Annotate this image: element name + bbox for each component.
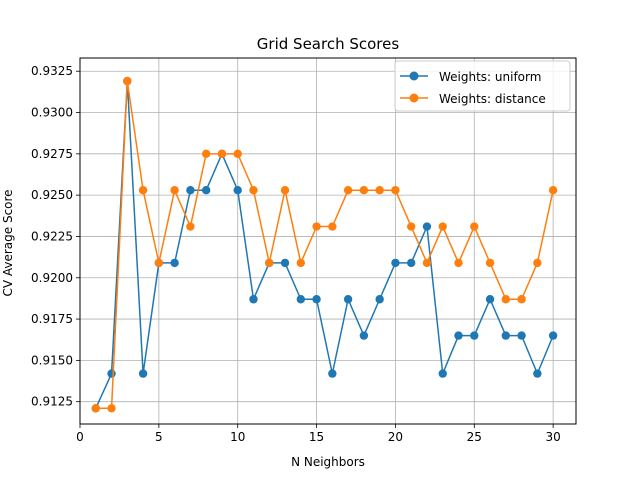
data-point-distance <box>107 404 116 413</box>
data-point-distance <box>375 185 384 195</box>
data-point-uniform <box>470 331 479 340</box>
plot-frame <box>79 57 577 425</box>
data-point-uniform <box>501 331 511 340</box>
data-point-uniform <box>107 369 116 378</box>
legend-marker-uniform <box>409 71 419 81</box>
y-tick-label: 0.9300 <box>31 106 73 120</box>
data-point-distance <box>170 185 179 195</box>
y-tick-label: 0.9175 <box>31 312 73 326</box>
data-point-distance <box>312 222 321 231</box>
legend-label-uniform: Weights: uniform <box>439 70 541 84</box>
data-point-distance <box>422 258 432 268</box>
x-tick-label: 20 <box>388 430 403 444</box>
data-point-uniform <box>296 295 305 304</box>
data-point-uniform <box>328 369 337 378</box>
legend-marker-distance <box>409 93 419 103</box>
data-point-uniform <box>406 258 416 268</box>
data-point-distance <box>123 76 132 86</box>
data-point-distance <box>201 149 211 159</box>
data-point-distance <box>280 185 290 195</box>
x-axis-label: N Neighbors <box>291 455 365 469</box>
data-point-uniform <box>201 185 211 195</box>
data-point-distance <box>438 222 447 231</box>
data-point-distance <box>406 222 416 231</box>
x-tick-label: 30 <box>545 430 560 444</box>
data-point-uniform <box>517 331 526 340</box>
data-point-distance <box>138 185 148 195</box>
data-point-distance <box>217 149 227 159</box>
data-point-uniform <box>280 258 290 268</box>
data-point-uniform <box>170 258 179 268</box>
y-tick-label: 0.9325 <box>31 64 73 78</box>
grid-lines <box>79 58 576 424</box>
data-point-distance <box>233 149 242 159</box>
data-point-uniform <box>391 258 400 268</box>
data-point-distance <box>265 258 274 268</box>
x-tick-label: 15 <box>309 430 324 444</box>
data-point-uniform <box>249 295 258 304</box>
data-point-uniform <box>233 185 242 195</box>
data-point-uniform <box>438 369 447 378</box>
series-line-distance <box>95 80 554 410</box>
y-tick-label: 0.9150 <box>31 353 73 367</box>
x-tick-label: 10 <box>230 430 245 444</box>
data-point-distance <box>328 222 337 231</box>
data-point-uniform <box>422 222 432 231</box>
series-layer <box>91 76 558 413</box>
data-point-distance <box>391 185 400 195</box>
y-axis-label: CV Average Score <box>1 189 15 296</box>
data-point-distance <box>501 295 511 304</box>
y-tick-label: 0.9125 <box>31 395 73 409</box>
data-point-distance <box>249 185 258 195</box>
legend: Weights: uniform Weights: distance <box>394 60 571 112</box>
data-point-distance <box>548 185 558 195</box>
data-point-distance <box>454 258 463 268</box>
data-point-distance <box>470 222 479 231</box>
data-point-distance <box>533 258 542 268</box>
data-point-distance <box>186 222 195 231</box>
y-tick-label: 0.9225 <box>31 229 73 243</box>
data-point-distance <box>154 258 164 268</box>
data-point-distance <box>296 258 305 268</box>
data-point-distance <box>343 185 353 195</box>
axis-ticks: 0 5 10 15 20 25 30 0.9125 0.9150 0.9175 0.9200 0.92… <box>31 64 561 444</box>
data-point-uniform <box>454 331 463 340</box>
legend-label-distance: Weights: distance <box>439 92 546 106</box>
data-point-uniform <box>186 185 195 195</box>
legend-box <box>394 60 571 112</box>
data-point-distance <box>359 185 369 195</box>
data-point-uniform <box>312 295 321 304</box>
y-tick-label: 0.9200 <box>31 271 73 285</box>
data-point-distance <box>517 295 526 304</box>
data-point-uniform <box>343 295 353 304</box>
data-point-uniform <box>548 331 558 340</box>
data-point-distance <box>485 258 495 268</box>
y-tick-label: 0.9250 <box>31 188 73 202</box>
data-point-distance <box>91 404 100 413</box>
data-point-uniform <box>359 331 369 340</box>
x-tick-label: 5 <box>155 430 163 444</box>
data-point-uniform <box>375 295 384 304</box>
x-tick-label: 25 <box>467 430 482 444</box>
y-tick-label: 0.9275 <box>31 147 73 161</box>
data-point-uniform <box>138 369 148 378</box>
data-point-uniform <box>485 295 495 304</box>
x-tick-label: 0 <box>76 430 84 444</box>
chart-title: Grid Search Scores <box>257 35 400 53</box>
data-point-uniform <box>533 369 542 378</box>
